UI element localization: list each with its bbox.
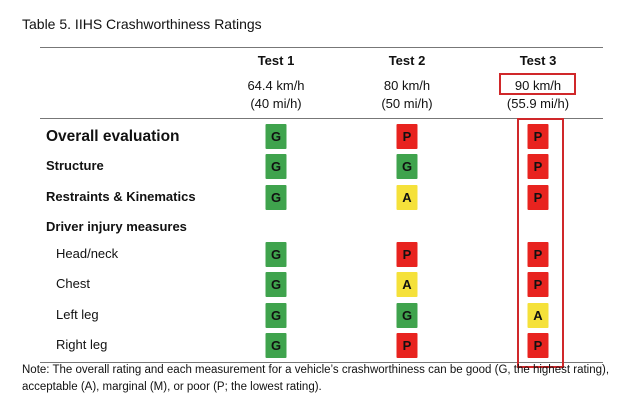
rating-badge: P	[396, 333, 418, 358]
rating-badge: G	[396, 303, 418, 328]
row-label: Structure	[46, 158, 104, 173]
speed-km: 80 km/h	[383, 78, 431, 93]
row-label: Chest	[56, 276, 90, 291]
note: Note: The overall rating and each measur…	[22, 364, 610, 393]
speed-mi: (50 mi/h)	[381, 96, 433, 111]
rating-badge: A	[527, 303, 549, 328]
rating-badge: P	[527, 124, 549, 149]
row-label: Head/neck	[56, 246, 119, 261]
row-label: Overall evaluation	[46, 128, 180, 145]
highlight-box	[517, 118, 564, 368]
rating-badge: G	[265, 303, 287, 328]
row-label: Right leg	[56, 337, 108, 352]
speed-km: 90 km/h	[514, 78, 562, 93]
speed-mi: (55.9 mi/h)	[506, 96, 570, 111]
row-label: Driver injury measures	[46, 219, 187, 234]
rating-badge: P	[527, 272, 549, 297]
rating-badge: P	[527, 242, 549, 267]
speed-mi: (40 mi/h)	[250, 96, 302, 111]
table-title: Table 5. IIHS Crashworthiness Ratings	[22, 16, 262, 32]
rating-badge: G	[265, 154, 287, 179]
rule	[40, 118, 603, 119]
rating-badge: G	[265, 333, 287, 358]
column-header: Test 2	[388, 53, 426, 68]
row-label: Restraints & Kinematics	[46, 189, 196, 204]
rating-badge: G	[396, 154, 418, 179]
rating-badge: A	[396, 185, 418, 210]
speed-km: 64.4 km/h	[247, 78, 305, 93]
rating-badge: G	[265, 185, 287, 210]
rule	[40, 362, 603, 363]
rating-badge: P	[396, 242, 418, 267]
column-header: Test 3	[519, 53, 557, 68]
rating-badge: P	[527, 333, 549, 358]
rule	[40, 47, 603, 48]
rating-badge: G	[265, 124, 287, 149]
highlight-box	[499, 73, 576, 95]
rating-badge: P	[396, 124, 418, 149]
rating-badge: G	[265, 242, 287, 267]
row-label: Left leg	[56, 307, 99, 322]
rating-badge: G	[265, 272, 287, 297]
column-header: Test 1	[257, 53, 295, 68]
rating-badge: P	[527, 154, 549, 179]
rating-badge: P	[527, 185, 549, 210]
rating-badge: A	[396, 272, 418, 297]
